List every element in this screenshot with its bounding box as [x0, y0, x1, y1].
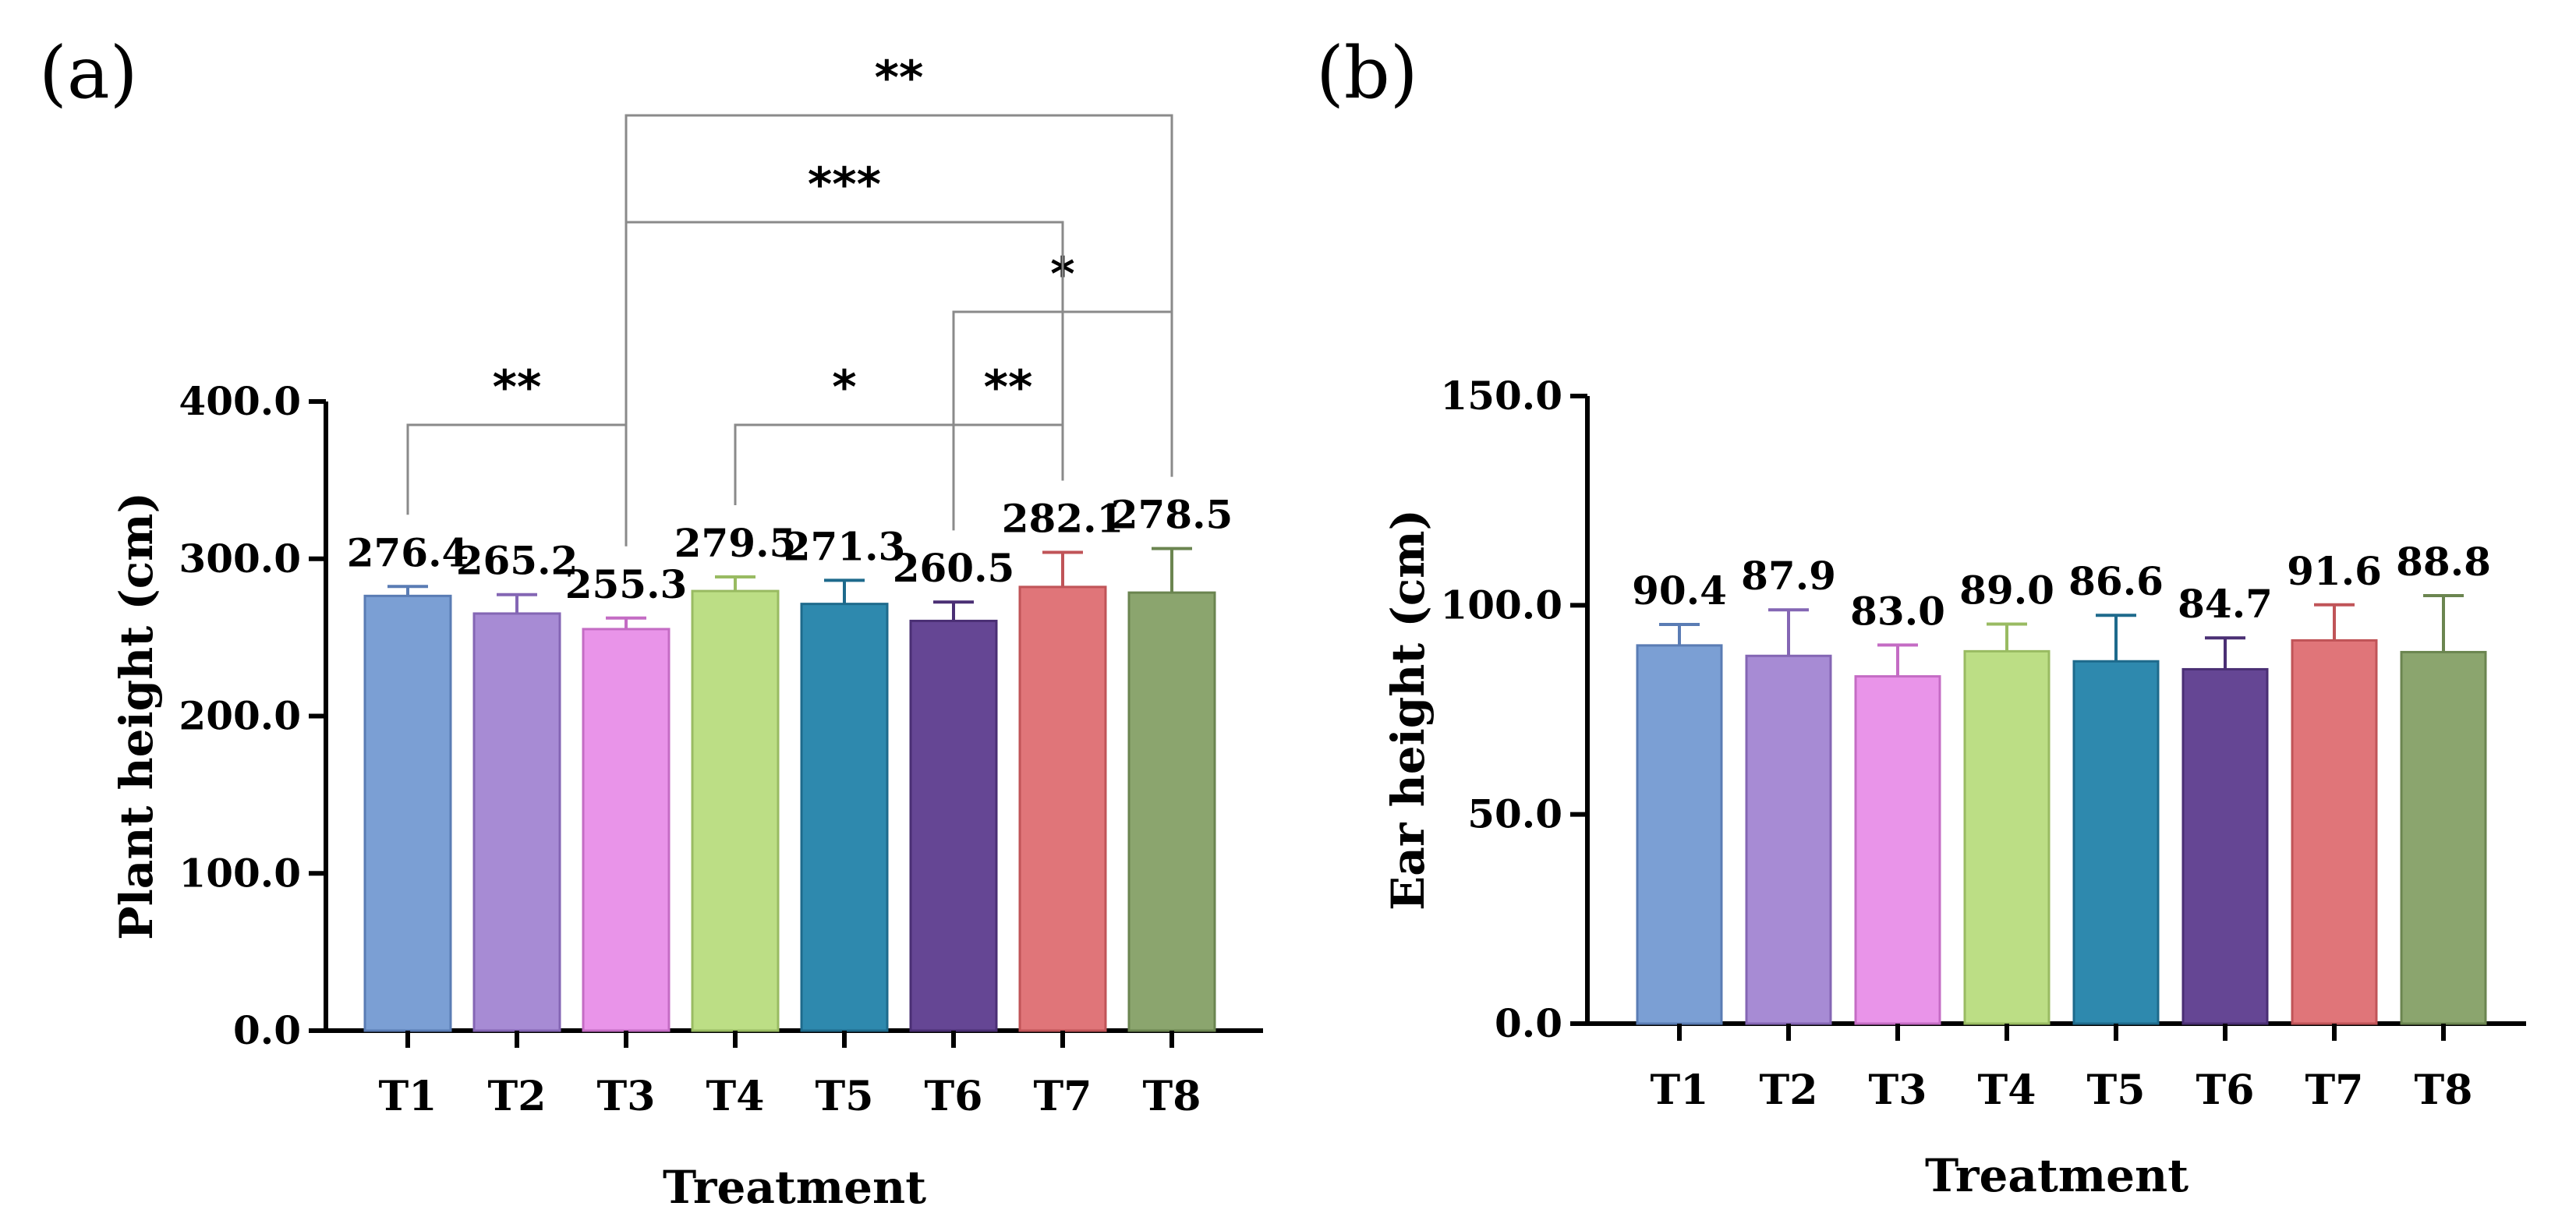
bar-T7	[2291, 638, 2378, 1025]
x-tick-label: T3	[597, 1073, 656, 1120]
data-label: 91.6	[2287, 548, 2382, 594]
bracket-line	[406, 423, 628, 547]
y-tick-label: 150.0	[1440, 373, 1562, 419]
x-tick-label: T2	[488, 1073, 547, 1120]
bar-T5	[2072, 660, 2160, 1025]
x-tick-label: T5	[816, 1073, 874, 1120]
x-tick-label: T5	[2087, 1067, 2146, 1114]
data-label: 89.0	[1959, 567, 2054, 613]
x-axis-title: Treatment	[663, 1161, 926, 1214]
data-label: 83.0	[1850, 588, 1945, 634]
y-tick-label: 200.0	[179, 693, 301, 739]
x-tick-label: T4	[1978, 1067, 2036, 1114]
bar-T1	[1636, 644, 1723, 1025]
panel-label: (b)	[1316, 31, 1418, 115]
data-label: 279.5	[674, 520, 797, 566]
significance-bracket: ***	[625, 157, 1064, 425]
data-label: 265.2	[456, 538, 579, 584]
bracket-line	[625, 221, 1064, 425]
y-tick-label: 100.0	[1440, 582, 1562, 628]
x-tick-label: T8	[2415, 1067, 2473, 1114]
bar-T3	[1854, 675, 1941, 1025]
data-label: 255.3	[565, 561, 688, 607]
data-label: 276.4	[347, 529, 469, 575]
bar-T2	[472, 612, 561, 1032]
bracket-line	[734, 423, 955, 531]
significance-label: **	[984, 360, 1033, 415]
significance-label: *	[832, 360, 856, 415]
data-label: 278.5	[1111, 492, 1233, 538]
x-tick-label: T6	[925, 1073, 983, 1120]
x-tick-label: T2	[1760, 1067, 1818, 1114]
significance-bracket: **	[952, 360, 1064, 531]
y-tick-label: 300.0	[179, 536, 301, 582]
x-tick-label: T8	[1143, 1073, 1201, 1120]
y-axis-title: Ear height (cm)	[1382, 509, 1435, 911]
significance-bracket: **	[625, 51, 1173, 312]
x-tick-label: T7	[2305, 1067, 2364, 1114]
y-tick-label: 400.0	[179, 378, 301, 424]
y-tick-label: 100.0	[179, 850, 301, 896]
y-tick-label: 0.0	[1495, 1000, 1562, 1046]
x-tick-label: T4	[706, 1073, 765, 1120]
data-label: 282.1	[1002, 495, 1124, 541]
panel-b-chart: (b) 0.0 50.0 100.0 150.0 T1 90.4 T2 87.9 T3 83.0 T4…	[1316, 31, 2526, 1202]
data-label: 86.6	[2068, 558, 2164, 604]
bar-T2	[1745, 654, 1832, 1025]
data-label: 90.4	[1632, 568, 1727, 614]
panel-a-chart: (a) 0.0 100.0 200.0 300.0 400.0 T1 276.4 T2 265.2…	[39, 31, 1263, 1214]
x-tick-label: T7	[1034, 1073, 1092, 1120]
x-axis-title: Treatment	[1925, 1149, 2189, 1202]
data-label: 260.5	[893, 545, 1015, 591]
bar-T7	[1018, 585, 1107, 1032]
bar-T4	[1963, 649, 2051, 1025]
y-tick-label: 50.0	[1467, 791, 1562, 837]
significance-bracket: *	[734, 360, 955, 531]
x-tick-label: T1	[379, 1073, 437, 1120]
x-tick-label: T1	[1651, 1067, 1709, 1114]
bar-T8	[2400, 650, 2487, 1025]
bar-T3	[582, 628, 671, 1032]
bracket-line	[952, 423, 1064, 531]
bar-T1	[363, 594, 452, 1032]
panel-label: (a)	[39, 31, 138, 115]
bracket-line	[625, 114, 1173, 312]
data-label: 87.9	[1741, 553, 1836, 599]
y-axis-title: Plant height (cm)	[110, 492, 163, 940]
bar-T6	[2181, 667, 2269, 1025]
y-tick-label: 0.0	[233, 1007, 301, 1053]
data-label: 271.3	[784, 523, 906, 569]
x-tick-label: T3	[1869, 1067, 1927, 1114]
bar-T4	[691, 589, 780, 1032]
x-tick-label: T6	[2196, 1067, 2255, 1114]
significance-label: **	[493, 360, 542, 415]
significance-label: ***	[808, 157, 881, 212]
significance-label: **	[875, 51, 924, 105]
significance-bracket: **	[406, 360, 628, 547]
data-label: 88.8	[2396, 539, 2491, 585]
bar-T8	[1127, 591, 1216, 1032]
data-label: 84.7	[2178, 581, 2273, 627]
bar-T5	[800, 603, 889, 1032]
bar-T6	[909, 619, 998, 1032]
